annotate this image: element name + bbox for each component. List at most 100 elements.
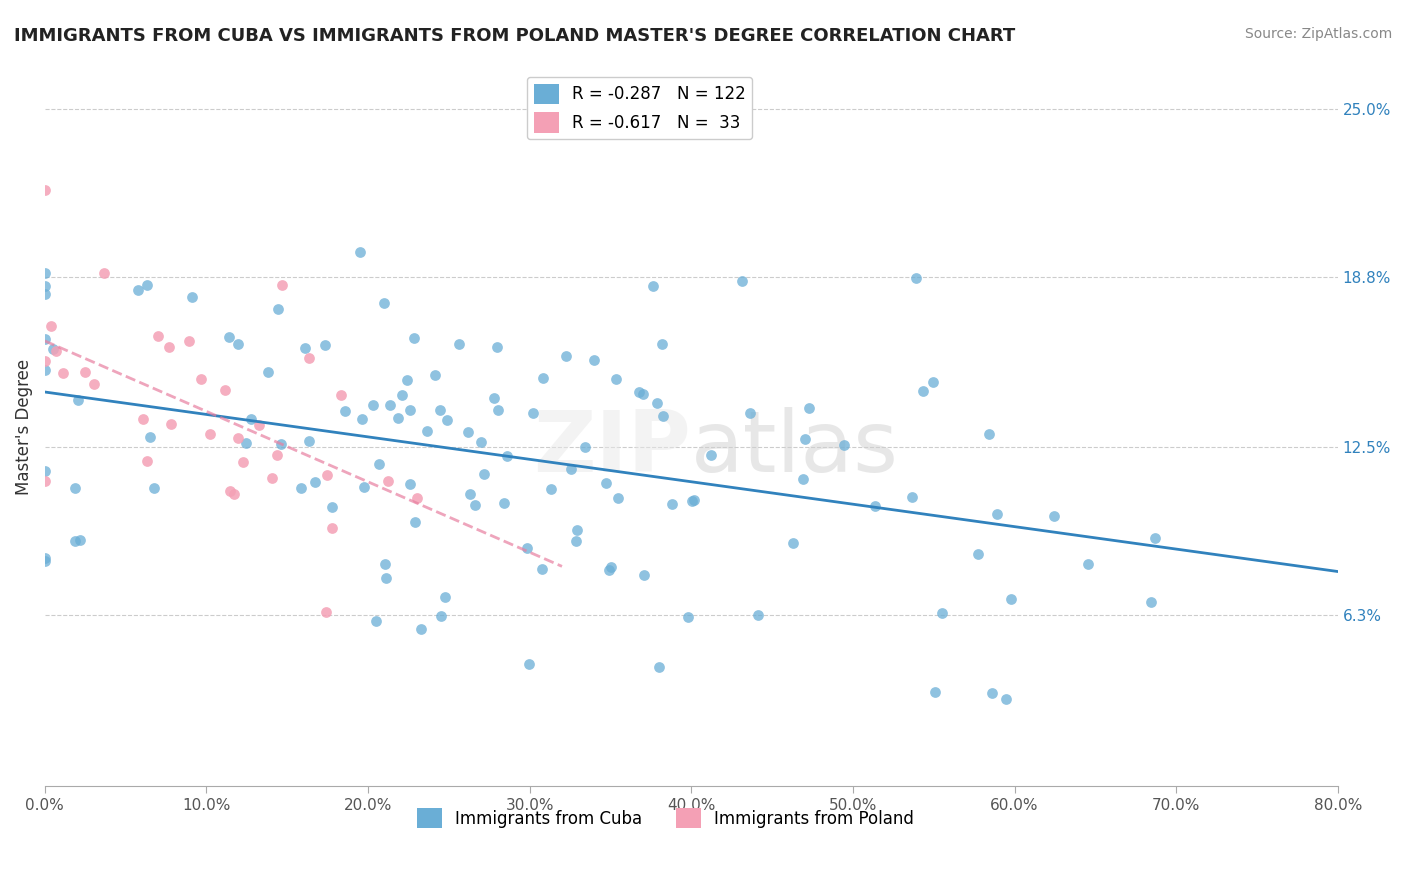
Point	[464, 498, 486, 512]
Point	[425, 368, 447, 382]
Point	[433, 590, 456, 604]
Point	[470, 434, 492, 449]
Point	[266, 448, 288, 462]
Point	[645, 396, 668, 410]
Point	[574, 440, 596, 454]
Point	[1143, 531, 1166, 545]
Point	[83, 377, 105, 392]
Point	[429, 403, 451, 417]
Point	[391, 387, 413, 401]
Point	[374, 571, 396, 585]
Point	[315, 467, 337, 482]
Y-axis label: Master's Degree: Master's Degree	[15, 359, 32, 495]
Point	[633, 387, 655, 401]
Point	[65, 481, 87, 495]
Point	[567, 523, 589, 537]
Point	[139, 430, 162, 444]
Point	[600, 560, 623, 574]
Point	[235, 436, 257, 450]
Point	[247, 418, 270, 433]
Point	[430, 609, 453, 624]
Point	[350, 412, 373, 426]
Point	[911, 384, 934, 399]
Point	[747, 607, 769, 622]
Point	[160, 417, 183, 432]
Point	[353, 480, 375, 494]
Point	[34, 353, 56, 368]
Point	[143, 482, 166, 496]
Point	[190, 371, 212, 385]
Point	[1077, 557, 1099, 571]
Point	[486, 403, 509, 417]
Point	[406, 491, 429, 506]
Point	[799, 401, 821, 416]
Point	[399, 477, 422, 491]
Point	[627, 384, 650, 399]
Point	[931, 606, 953, 620]
Point	[700, 448, 723, 462]
Point	[349, 245, 371, 260]
Point	[387, 411, 409, 425]
Point	[901, 490, 924, 504]
Point	[651, 409, 673, 423]
Point	[198, 427, 221, 442]
Point	[994, 691, 1017, 706]
Point	[214, 383, 236, 397]
Point	[683, 492, 706, 507]
Point	[180, 290, 202, 304]
Point	[492, 495, 515, 509]
Point	[540, 482, 562, 496]
Point	[740, 406, 762, 420]
Point	[366, 614, 388, 628]
Point	[135, 453, 157, 467]
Point	[731, 274, 754, 288]
Point	[34, 278, 56, 293]
Point	[404, 516, 426, 530]
Point	[321, 500, 343, 514]
Point	[782, 536, 804, 550]
Point	[595, 475, 617, 490]
Point	[980, 685, 1002, 699]
Point	[177, 334, 200, 349]
Point	[157, 339, 180, 353]
Point	[218, 330, 240, 344]
Point	[607, 491, 630, 505]
Point	[378, 398, 401, 412]
Point	[472, 467, 495, 482]
Point	[321, 521, 343, 535]
Point	[226, 431, 249, 445]
Point	[924, 685, 946, 699]
Point	[904, 271, 927, 285]
Point	[676, 610, 699, 624]
Point	[34, 474, 56, 488]
Point	[146, 328, 169, 343]
Text: IMMIGRANTS FROM CUBA VS IMMIGRANTS FROM POLAND MASTER'S DEGREE CORRELATION CHART: IMMIGRANTS FROM CUBA VS IMMIGRANTS FROM …	[14, 27, 1015, 45]
Point	[228, 337, 250, 351]
Point	[373, 296, 395, 310]
Point	[516, 541, 538, 555]
Point	[966, 547, 988, 561]
Point	[792, 471, 814, 485]
Point	[1042, 509, 1064, 524]
Point	[330, 388, 353, 402]
Point	[986, 507, 1008, 521]
Point	[402, 330, 425, 344]
Point	[63, 533, 86, 548]
Point	[34, 464, 56, 478]
Point	[457, 425, 479, 440]
Point	[34, 286, 56, 301]
Point	[651, 336, 673, 351]
Point	[66, 393, 89, 408]
Point	[647, 660, 669, 674]
Point	[42, 342, 65, 356]
Point	[232, 455, 254, 469]
Point	[486, 340, 509, 354]
Point	[270, 437, 292, 451]
Point	[598, 563, 620, 577]
Point	[361, 398, 384, 412]
Point	[411, 623, 433, 637]
Point	[531, 371, 554, 385]
Point	[298, 434, 321, 448]
Text: ZIP: ZIP	[533, 407, 692, 491]
Point	[482, 391, 505, 405]
